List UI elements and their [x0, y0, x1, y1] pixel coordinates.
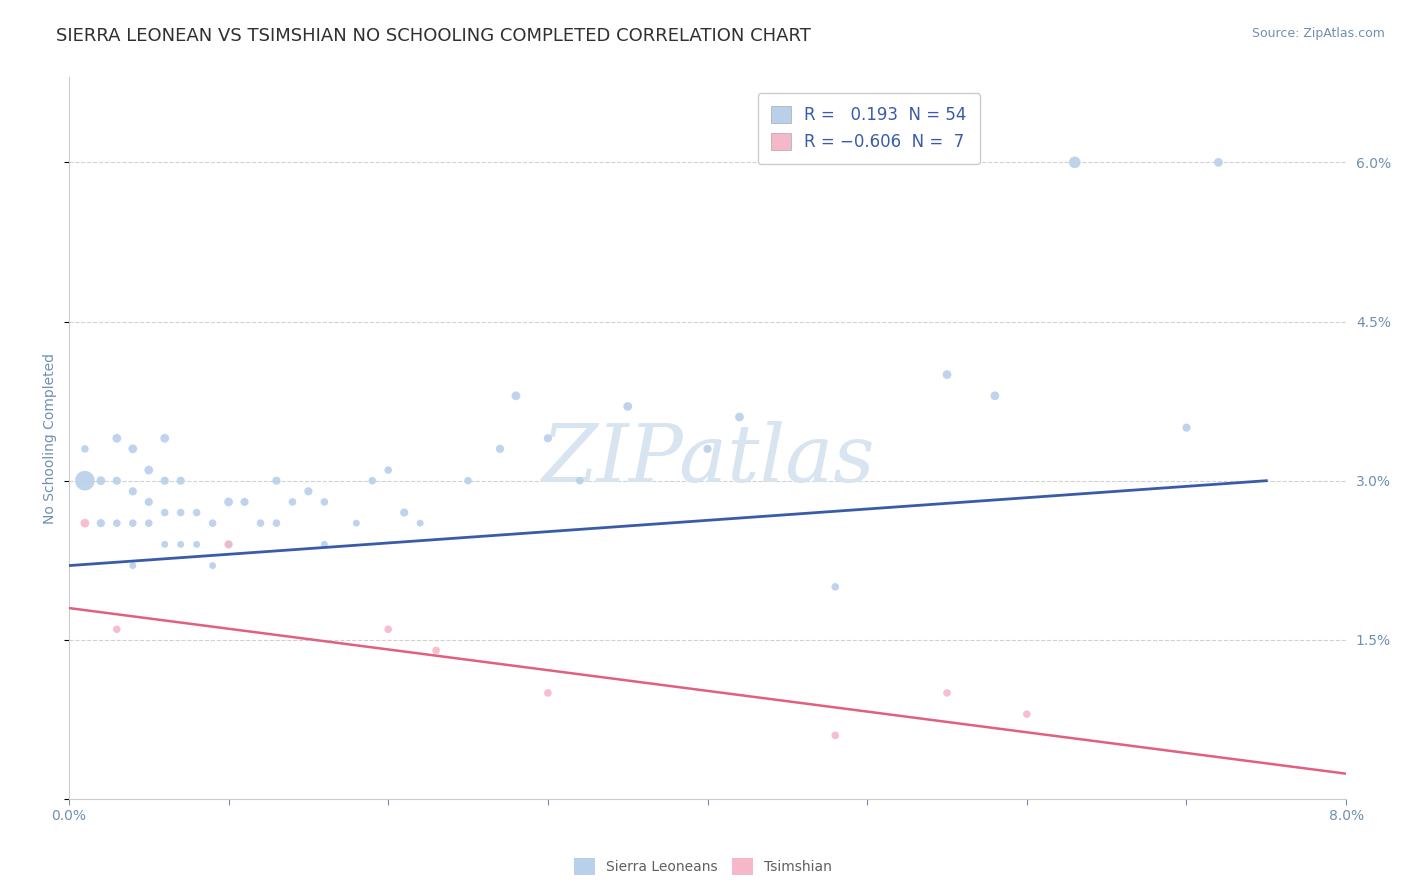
Point [266, 516, 288, 530]
Point [489, 442, 512, 456]
Point [153, 474, 176, 488]
Point [121, 558, 143, 573]
Point [218, 537, 240, 551]
Point [105, 431, 128, 445]
Point [537, 686, 560, 700]
Point [90, 474, 112, 488]
Point [568, 474, 591, 488]
Point [457, 474, 479, 488]
Point [170, 506, 193, 520]
Point [344, 516, 367, 530]
Point [616, 400, 638, 414]
Point [505, 389, 527, 403]
Point [266, 474, 288, 488]
Y-axis label: No Schooling Completed: No Schooling Completed [44, 352, 58, 524]
Point [105, 516, 128, 530]
Point [728, 410, 751, 425]
Point [314, 495, 336, 509]
Point [201, 558, 224, 573]
Point [392, 506, 415, 520]
Point [121, 442, 143, 456]
Point [170, 474, 193, 488]
Point [105, 622, 128, 636]
Point [281, 495, 304, 509]
Point [121, 484, 143, 499]
Point [297, 484, 319, 499]
Point [218, 537, 240, 551]
Point [377, 463, 399, 477]
Point [1063, 155, 1085, 169]
Text: ZIPatlas: ZIPatlas [541, 421, 875, 499]
Point [361, 474, 384, 488]
Point [105, 474, 128, 488]
Point [824, 728, 846, 742]
Legend: Sierra Leoneans, Tsimshian: Sierra Leoneans, Tsimshian [569, 853, 837, 880]
Point [170, 537, 193, 551]
Point [73, 442, 96, 456]
Point [1015, 707, 1038, 722]
Point [696, 442, 718, 456]
Point [138, 463, 160, 477]
Text: Source: ZipAtlas.com: Source: ZipAtlas.com [1251, 27, 1385, 40]
Point [153, 506, 176, 520]
Point [186, 506, 208, 520]
Point [425, 643, 447, 657]
Point [537, 431, 560, 445]
Point [233, 495, 256, 509]
Point [138, 516, 160, 530]
Point [314, 537, 336, 551]
Point [409, 516, 432, 530]
Point [984, 389, 1007, 403]
Point [1208, 155, 1230, 169]
Legend: R =   0.193  N = 54, R = −0.606  N =  7: R = 0.193 N = 54, R = −0.606 N = 7 [758, 93, 980, 164]
Point [249, 516, 271, 530]
Point [73, 474, 96, 488]
Point [201, 516, 224, 530]
Text: SIERRA LEONEAN VS TSIMSHIAN NO SCHOOLING COMPLETED CORRELATION CHART: SIERRA LEONEAN VS TSIMSHIAN NO SCHOOLING… [56, 27, 811, 45]
Point [186, 537, 208, 551]
Point [153, 537, 176, 551]
Point [121, 516, 143, 530]
Point [138, 495, 160, 509]
Point [936, 686, 959, 700]
Point [936, 368, 959, 382]
Point [153, 431, 176, 445]
Point [218, 495, 240, 509]
Point [377, 622, 399, 636]
Point [1175, 420, 1198, 434]
Point [90, 516, 112, 530]
Point [73, 516, 96, 530]
Point [824, 580, 846, 594]
